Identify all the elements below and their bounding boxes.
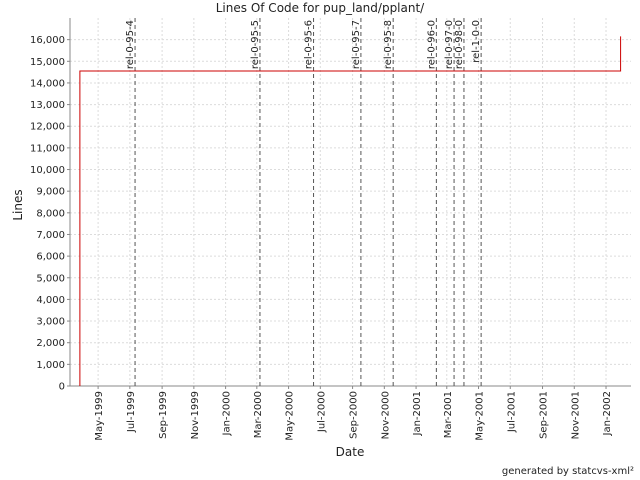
line-series: [79, 36, 622, 386]
x-tick-label: Jul-1999: [126, 391, 137, 433]
y-tick-label: 9,000: [36, 187, 65, 198]
release-label: rel-0-95-4: [125, 20, 136, 69]
x-tick-label: Jan-2001: [412, 391, 423, 436]
y-tick-label: 13,000: [30, 100, 65, 111]
x-tick-label: May-1999: [94, 391, 105, 441]
y-tick-label: 2,000: [36, 338, 65, 349]
y-tick-label: 7,000: [36, 230, 65, 241]
y-tick-label: 3,000: [36, 317, 65, 328]
y-axis-label: Lines: [11, 189, 25, 220]
chart-title: Lines Of Code for pup_land/pplant/: [216, 1, 425, 15]
x-tick-label: Jan-2002: [602, 391, 613, 436]
x-tick-label: Jul-2000: [316, 391, 327, 433]
x-tick-label: Nov-1999: [190, 391, 201, 439]
y-tick-label: 11,000: [30, 143, 65, 154]
y-tick-label: 4,000: [36, 295, 65, 306]
x-tick-label: Mar-2001: [443, 391, 454, 438]
x-axis-label: Date: [336, 445, 365, 459]
x-tick-label: May-2000: [285, 391, 296, 441]
y-tick-label: 6,000: [36, 252, 65, 263]
release-label: rel-0-95-8: [383, 20, 394, 69]
y-tick-label: 1,000: [36, 360, 65, 371]
x-tick-label: Nov-2001: [570, 391, 581, 439]
release-label: rel-0-98-0: [454, 20, 465, 69]
release-label: rel-0-97-0: [444, 20, 455, 69]
x-tick-label: Nov-2000: [380, 391, 391, 439]
x-tick-label: Sep-1999: [158, 391, 169, 439]
y-tick-label: 16,000: [30, 35, 65, 46]
x-tick-label: Mar-2000: [253, 391, 264, 438]
release-label: rel-1-0-0: [471, 20, 482, 63]
x-tick-label: Sep-2001: [539, 391, 550, 439]
x-tick-label: Jul-2001: [506, 391, 517, 433]
x-tick-label: Sep-2000: [349, 391, 360, 439]
plot-area: [70, 18, 631, 386]
release-label: rel-0-95-7: [351, 20, 362, 69]
y-tick-label: 14,000: [30, 78, 65, 89]
y-tick-label: 0: [59, 382, 65, 393]
y-tick-label: 10,000: [30, 165, 65, 176]
y-tick-label: 5,000: [36, 273, 65, 284]
release-label: rel-0-96-0: [426, 20, 437, 69]
x-tick-label: Jan-2000: [222, 391, 233, 436]
x-tick-label: May-2001: [475, 391, 486, 441]
y-tick-label: 8,000: [36, 208, 65, 219]
release-label: rel-0-95-6: [304, 20, 315, 69]
y-tick-label: 12,000: [30, 122, 65, 133]
footer: generated by statcvs-xml²: [502, 466, 634, 477]
release-label: rel-0-95-5: [250, 20, 261, 69]
y-tick-label: 15,000: [30, 57, 65, 68]
